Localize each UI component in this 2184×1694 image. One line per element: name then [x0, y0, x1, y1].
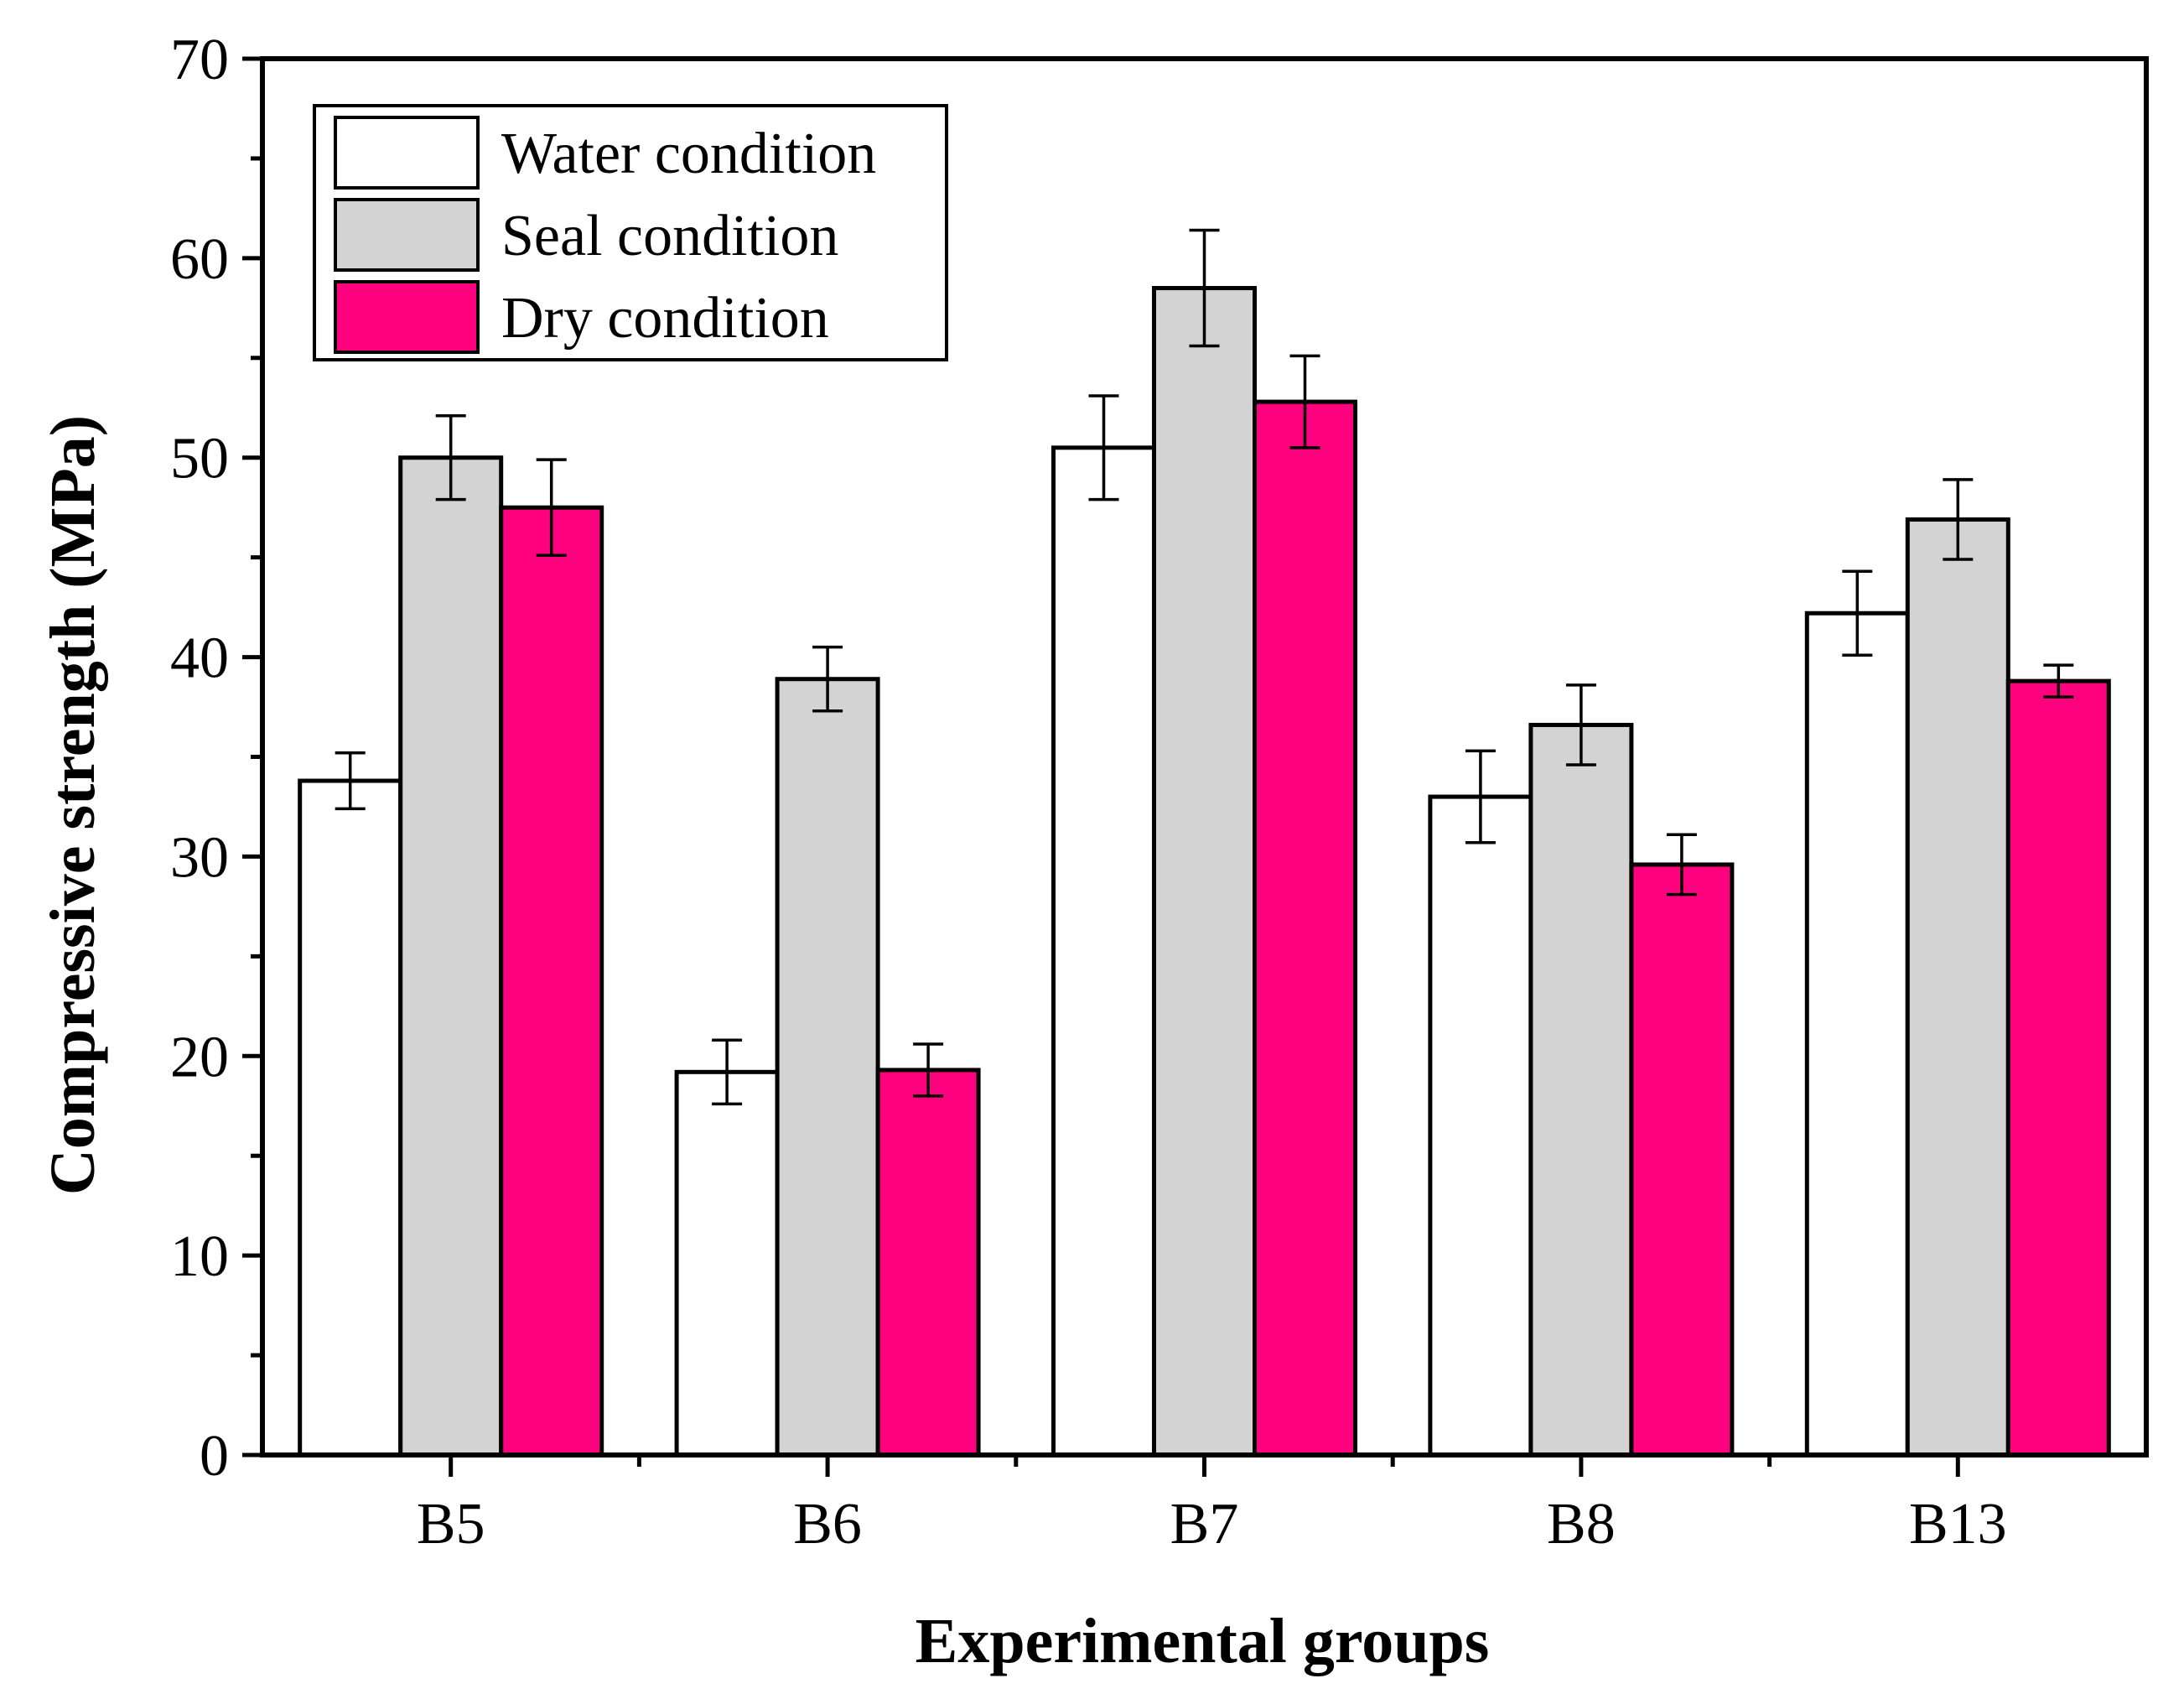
bar-B5-dry-condition [499, 505, 604, 1458]
error-bar-B7-seal-condition [1189, 228, 1220, 348]
bar-B6-water-condition [674, 1069, 780, 1458]
y-axis-title: Compressive strength (MPa) [38, 415, 108, 1195]
error-bar-B8-dry-condition [1666, 833, 1697, 896]
error-bar-B6-dry-condition [913, 1042, 944, 1098]
legend-swatch-seal-condition [334, 198, 480, 272]
error-bar-B5-seal-condition [435, 414, 466, 501]
error-bar-B7-dry-condition [1289, 354, 1320, 449]
y-tick-label: 10 [170, 1224, 229, 1289]
bar-B8-dry-condition [1629, 862, 1735, 1458]
plot-frame [260, 56, 2149, 1458]
x-tick-label-B6: B6 [793, 1492, 862, 1556]
bars-layer [298, 286, 2111, 1458]
bar-B5-water-condition [298, 778, 403, 1458]
bar-B13-seal-condition [1905, 517, 2010, 1458]
x-tick-label-B13: B13 [1909, 1492, 2007, 1556]
bar-B6-seal-condition [775, 677, 880, 1458]
error-bar-B13-seal-condition [1943, 478, 1974, 561]
legend: Water condition Seal condition Dry conditi… [313, 104, 948, 361]
y-tick-label: 0 [200, 1424, 229, 1489]
bar-B8-seal-condition [1528, 722, 1634, 1458]
tick-labels: 0 10 20 30 40 50 60 70 B5 B6 B7 B8 B13 [170, 28, 2007, 1556]
error-bars-layer [335, 228, 2074, 1106]
y-tick-label: 70 [170, 28, 229, 92]
x-tick-label-B5: B5 [417, 1492, 485, 1556]
legend-label-seal-condition: Seal condition [501, 204, 838, 268]
y-tick-label: 60 [170, 227, 229, 292]
error-bar-B13-water-condition [1842, 569, 1873, 657]
y-tick-label: 20 [170, 1025, 229, 1089]
legend-label-water-condition: Water condition [501, 122, 876, 186]
bar-B13-dry-condition [2005, 678, 2111, 1458]
error-bar-B6-seal-condition [812, 645, 843, 713]
x-tick-label-B8: B8 [1547, 1492, 1616, 1556]
x-axis-title: Experimental groups [916, 1606, 1490, 1676]
error-bar-B13-dry-condition [2043, 663, 2074, 699]
y-tick-label: 30 [170, 825, 229, 890]
legend-swatch-water-condition [334, 116, 480, 190]
bar-B13-water-condition [1804, 611, 1910, 1458]
bar-B7-water-condition [1051, 445, 1156, 1458]
error-bar-B8-water-condition [1465, 749, 1496, 844]
legend-swatch-dry-condition [334, 280, 480, 354]
error-bar-B7-water-condition [1088, 394, 1119, 501]
error-bar-B6-water-condition [712, 1038, 743, 1106]
y-tick-label: 50 [170, 427, 229, 491]
error-bar-B5-dry-condition [536, 458, 567, 558]
error-bar-B5-water-condition [335, 751, 366, 811]
x-tick-label-B7: B7 [1170, 1492, 1239, 1556]
y-tick-label: 40 [170, 626, 229, 691]
bar-B7-dry-condition [1253, 399, 1357, 1458]
bar-B7-seal-condition [1152, 286, 1257, 1458]
bar-B5-seal-condition [398, 455, 504, 1458]
axes-frame [260, 56, 2149, 1458]
bar-B6-dry-condition [875, 1068, 981, 1458]
error-bar-B8-seal-condition [1565, 683, 1596, 766]
bar-B8-water-condition [1428, 794, 1533, 1458]
legend-label-dry-condition: Dry condition [501, 286, 829, 351]
